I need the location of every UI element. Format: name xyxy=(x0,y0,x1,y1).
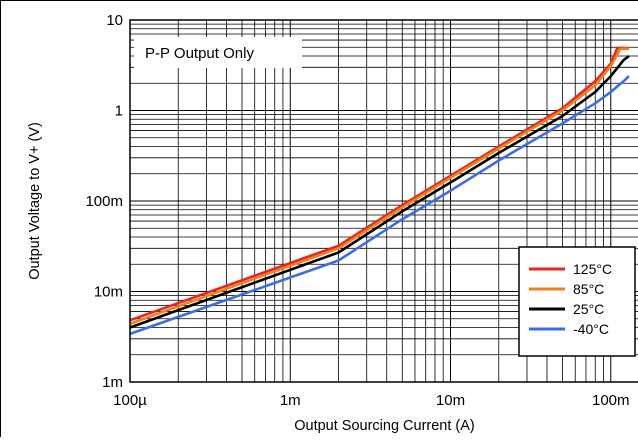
y-tick-label: 10 xyxy=(106,12,123,29)
y-axis-title: Output Voltage to V+ (V) xyxy=(27,122,43,280)
legend-label: 85°C xyxy=(573,281,604,297)
x-tick-label: 100m xyxy=(592,392,630,409)
legend-label: -40°C xyxy=(573,321,609,337)
series-line xyxy=(129,47,629,326)
series-lines xyxy=(129,46,630,336)
annotation-text: P-P Output Only xyxy=(145,45,254,62)
annotation-box: P-P Output Only xyxy=(134,37,302,68)
x-axis-title: Output Sourcing Current (A) xyxy=(294,418,475,434)
series-line xyxy=(129,54,630,329)
annotation-background xyxy=(134,37,302,68)
y-tick-label: 100m xyxy=(85,193,123,210)
y-tick-label: 1m xyxy=(102,374,123,391)
x-tick-label: 1m xyxy=(280,392,301,409)
legend: 125°C 85°C 25°C -40°C xyxy=(518,246,636,357)
legend-label: 25°C xyxy=(573,301,604,317)
x-tick-label: 10m xyxy=(436,392,465,409)
y-tick-label: 1 xyxy=(115,103,123,120)
legend-label: 125°C xyxy=(573,261,612,277)
plot-frame xyxy=(129,19,638,383)
y-tick-label: 10m xyxy=(94,284,123,301)
series-line xyxy=(129,75,630,336)
legend-box xyxy=(518,246,636,357)
x-tick-label: 100µ xyxy=(113,392,147,409)
